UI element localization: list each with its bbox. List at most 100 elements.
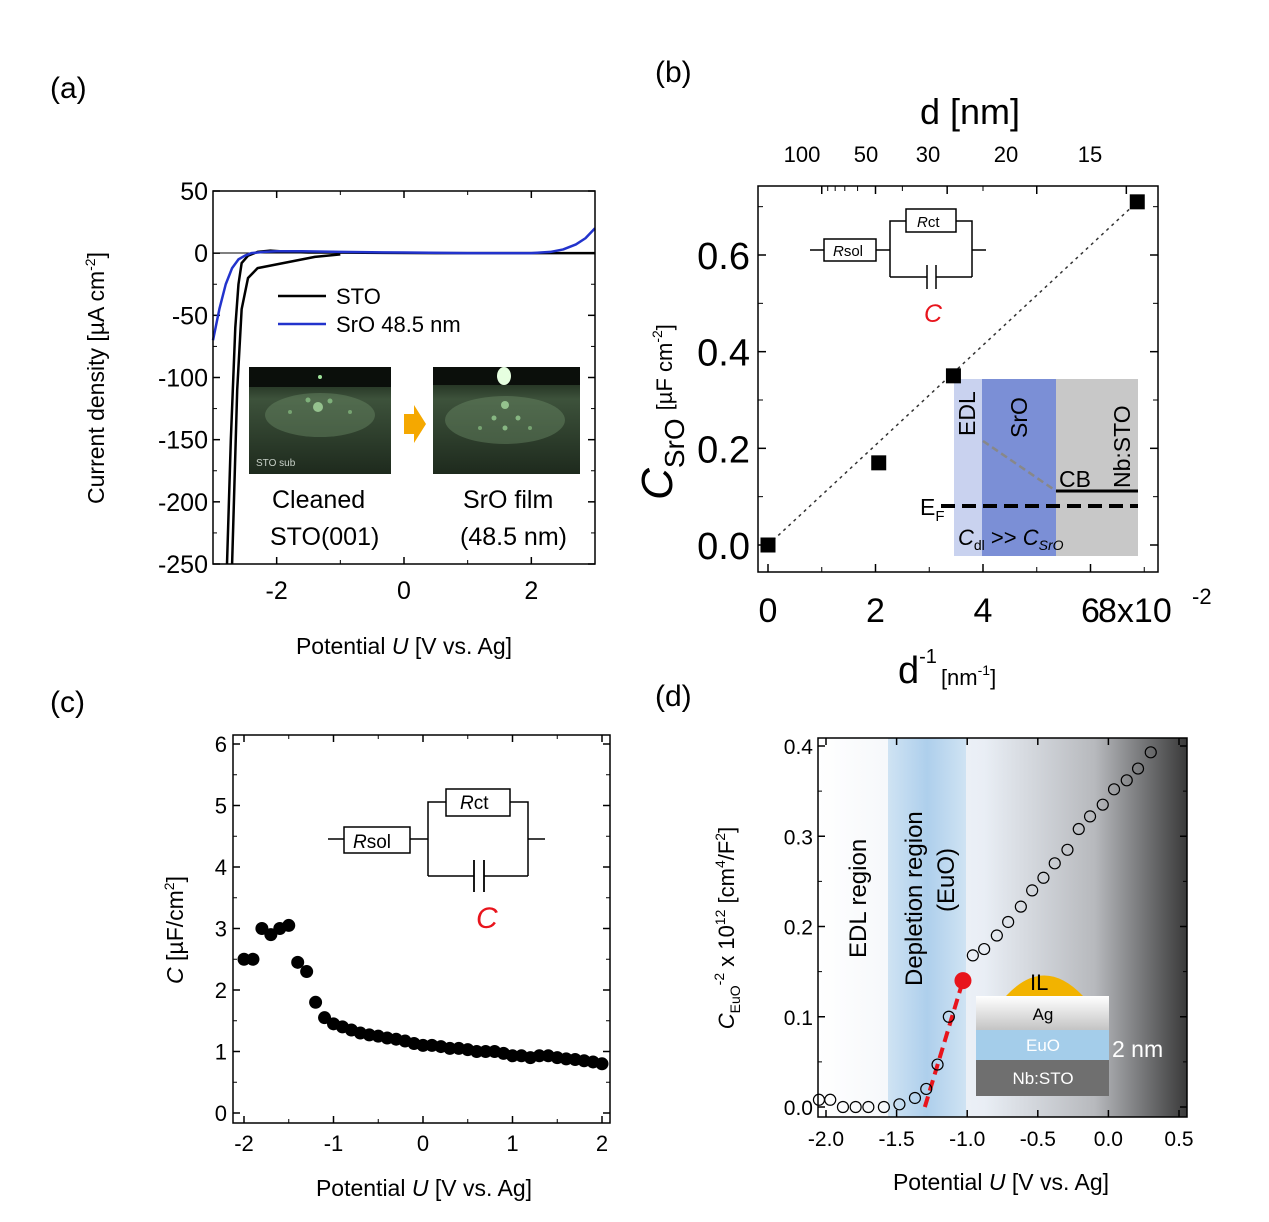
data-point <box>893 1098 906 1111</box>
data-point <box>282 918 296 932</box>
data-point <box>1107 783 1121 796</box>
rheed-image-sto: STO sub <box>249 367 391 474</box>
data-point <box>990 929 1003 942</box>
data-point <box>1014 900 1027 913</box>
data-point <box>760 537 776 553</box>
panel-label-c: (c) <box>50 686 85 719</box>
circuit-c-rct: Rct <box>460 793 489 814</box>
data-point <box>920 1082 933 1096</box>
band-label-nbsto: Nb:STO <box>1109 405 1135 488</box>
stack-thickness: 2 nm <box>1112 1036 1163 1062</box>
data-point <box>443 1041 457 1055</box>
top-tick-label: 50 <box>854 142 878 167</box>
y-tick-label: 3 <box>215 917 227 942</box>
panel-c-plot-frame <box>232 734 611 1124</box>
data-point <box>479 1045 493 1058</box>
panel-c-data-points <box>237 918 609 1071</box>
highlight-point <box>954 972 972 990</box>
panel-c-x-axis-label: Potential U [V vs. Ag] <box>316 1175 532 1201</box>
data-point <box>1002 915 1015 929</box>
circuit-b-rsol: Rsol <box>833 243 863 260</box>
x-tick-exponent: -2 <box>1192 584 1212 609</box>
data-point <box>836 1100 850 1114</box>
data-point <box>1037 871 1050 884</box>
data-point <box>1131 762 1145 775</box>
panel-d-y-axis-label: CEuO-2 x 1012 [cm4/F2] <box>711 827 743 1029</box>
panel-b-circuit-inset: Rsol Rct C <box>810 208 986 328</box>
legend-label-sro: SrO 48.5 nm <box>336 312 461 337</box>
data-point <box>942 1010 955 1023</box>
stack-il: IL <box>1030 970 1048 995</box>
panel-a-x-tick-labels: -2 0 2 <box>266 577 539 605</box>
panel-b-y-axis-label: CSrO[µF cm-2] <box>633 324 690 500</box>
legend-label-sto: STO <box>336 284 381 309</box>
panel-b-ticks <box>758 186 1158 572</box>
region-edl: EDL region <box>845 839 872 958</box>
circuit-c-c: C <box>476 902 498 935</box>
y-tick-label: 50 <box>180 178 208 206</box>
rheed-sto-label: STO sub <box>256 458 296 469</box>
region-depletion-1: Depletion region <box>901 811 928 986</box>
panel-d-depletion-band <box>888 738 966 1117</box>
data-point <box>309 995 323 1009</box>
data-point <box>300 965 314 979</box>
panel-a-y-axis-label: Current density [µA cm-2] <box>82 252 109 504</box>
y-tick-label: 1 <box>215 1040 227 1065</box>
panel-d-plot-frame <box>817 737 1188 1118</box>
data-point <box>1096 798 1109 811</box>
x-tick-label: -1.5 <box>879 1128 915 1151</box>
x-tick-label: 2 <box>596 1131 608 1156</box>
panel-d-x-tick-labels: -2.0 -1.5 -1.0 -0.5 0.0 0.5 <box>808 1128 1194 1151</box>
data-point <box>1048 857 1061 870</box>
data-point <box>416 1038 430 1052</box>
caption-thickness: (48.5 nm) <box>460 523 567 551</box>
y-tick-label: 0.2 <box>697 429 750 471</box>
data-point <box>908 1091 922 1105</box>
y-tick-label: 5 <box>215 794 227 819</box>
series-line-sro <box>211 227 596 341</box>
panel-label-a: (a) <box>50 72 87 105</box>
panel-c-circuit-inset: Rsol Rct C <box>328 788 545 935</box>
resistor-icon <box>343 826 411 854</box>
layer-stack-inset: IL Ag EuO Nb:STO 2 nm <box>976 970 1163 1096</box>
x-tick-label: 8x10 <box>1098 592 1172 630</box>
y-tick-label: 0 <box>194 240 208 268</box>
data-point <box>1144 746 1157 759</box>
resistor-icon <box>445 788 511 817</box>
panel-label-d: (d) <box>655 680 692 713</box>
capacitor-icon <box>926 265 937 289</box>
data-point <box>862 1100 875 1114</box>
region-depletion-2: (EuO) <box>933 848 960 912</box>
x-tick-label: -2.0 <box>808 1128 844 1151</box>
x-tick-label: 0.5 <box>1164 1128 1193 1151</box>
panel-d-chart: EDL region Depletion region (EuO) IL Ag … <box>711 736 1194 1195</box>
data-point <box>532 1049 546 1063</box>
panel-d-data-points <box>812 746 1157 1114</box>
panel-c-y-tick-labels: 0 1 2 3 4 5 6 <box>215 732 227 1126</box>
caption-sro-film: SrO film <box>463 486 553 514</box>
x-tick-label: 6 <box>1081 592 1100 630</box>
panel-b-y-tick-labels: 0.0 0.2 0.4 0.6 <box>697 236 750 568</box>
data-point <box>246 952 260 966</box>
data-point <box>1129 194 1145 210</box>
panel-d-x-axis-label: Potential U [V vs. Ag] <box>893 1169 1109 1195</box>
x-tick-label: 1 <box>506 1131 518 1156</box>
x-tick-label: -1.0 <box>949 1128 985 1151</box>
panel-c-ticks <box>233 735 610 1123</box>
y-tick-label: 0.6 <box>697 236 750 278</box>
panel-b-top-tick-labels: 100 50 30 20 15 <box>784 142 1103 167</box>
x-tick-label: -2 <box>266 577 288 605</box>
top-tick-label: 15 <box>1078 142 1102 167</box>
data-point <box>1061 843 1074 856</box>
y-tick-label: -100 <box>158 365 208 393</box>
top-tick-label: 20 <box>994 142 1018 167</box>
panel-c-x-tick-labels: -2 -1 0 1 2 <box>234 1131 608 1156</box>
data-point <box>237 952 251 966</box>
stack-ag: Ag <box>1033 1005 1054 1024</box>
x-tick-label: -1 <box>324 1131 344 1156</box>
panel-c-y-axis-label: C [µF/cm2] <box>161 876 188 984</box>
stack-euo: EuO <box>1026 1036 1060 1055</box>
data-point <box>931 1058 944 1071</box>
panel-b-data-points <box>760 194 1145 553</box>
